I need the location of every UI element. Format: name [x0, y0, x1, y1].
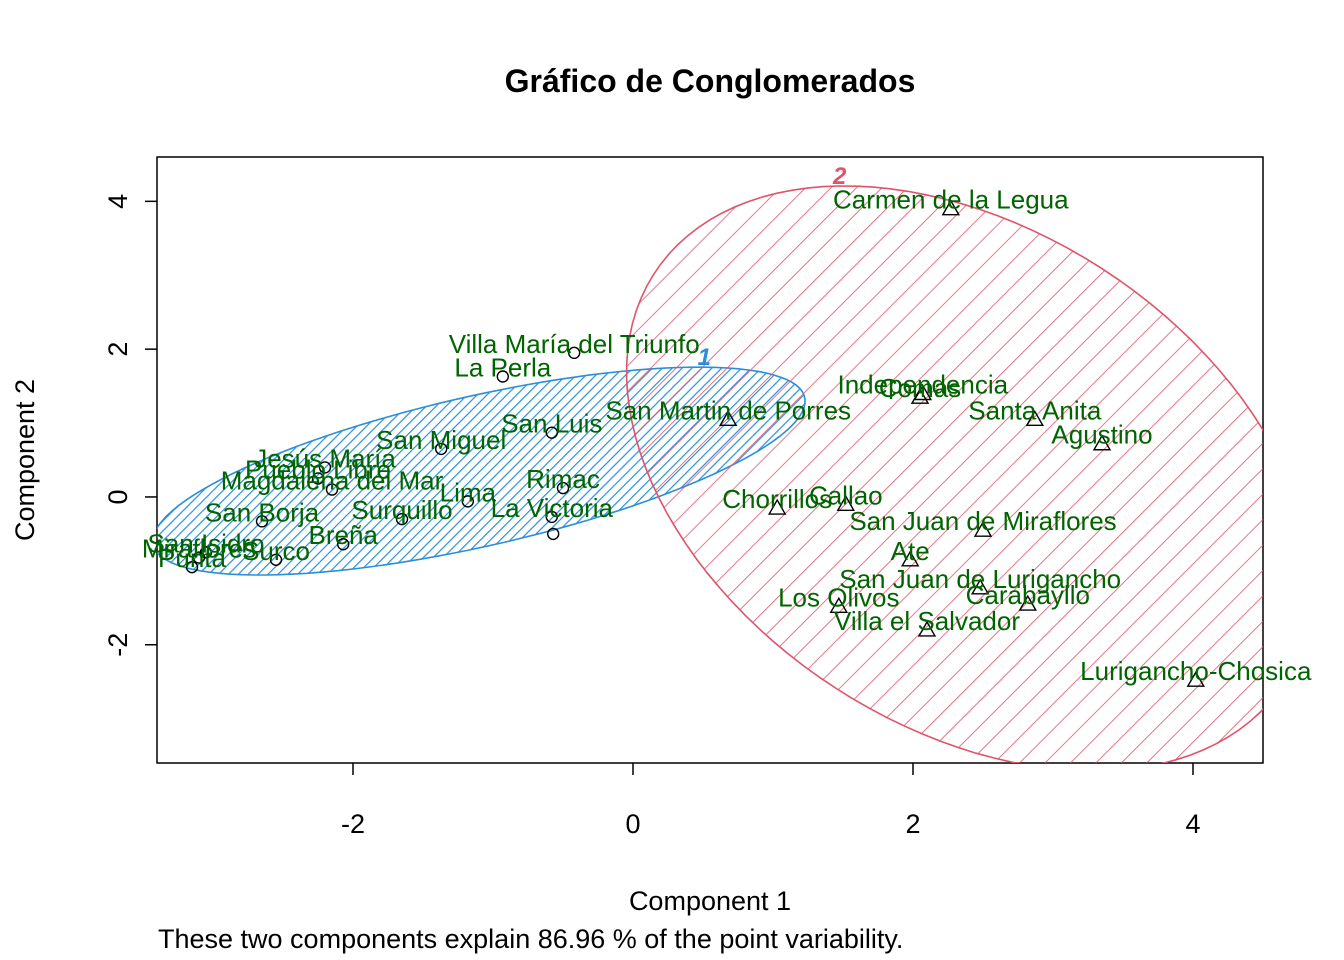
point-label: San Isidro	[147, 528, 264, 558]
data-point	[311, 472, 325, 485]
point-label: Magdalena del Mar	[221, 466, 444, 496]
point-label: San Borja	[205, 497, 320, 527]
point-label: Surco	[242, 536, 310, 566]
data-point	[941, 199, 961, 216]
data-point	[547, 527, 560, 541]
point-label: La Perla	[454, 352, 551, 382]
y-tick-label: 2	[103, 342, 133, 357]
data-point	[395, 512, 409, 526]
y-tick-label: 0	[103, 489, 133, 504]
cluster-label: 2	[832, 163, 847, 190]
data-point	[496, 370, 509, 383]
data-point	[917, 620, 937, 637]
point-label: San Luis	[501, 409, 602, 439]
data-point	[973, 520, 993, 537]
data-point	[767, 498, 787, 515]
x-tick-label: 2	[905, 809, 920, 839]
point-label: San Juan de Miraflores	[849, 506, 1116, 536]
data-point	[556, 481, 570, 495]
data-point	[185, 560, 199, 574]
x-tick-label: 4	[1185, 809, 1200, 839]
point-label: Agustino	[1051, 420, 1152, 450]
point-label: San Miguel	[376, 425, 506, 455]
point-label: Pueblo Libre	[245, 454, 391, 484]
point-label: Villa María del Triunfo	[449, 329, 700, 359]
data-point	[829, 596, 849, 614]
data-point	[545, 426, 558, 439]
point-label: Santa Anita	[968, 395, 1102, 425]
data-point	[325, 483, 339, 496]
x-tick-label: -2	[341, 809, 365, 839]
point-label: Independencia	[837, 369, 1008, 399]
cluster-ellipse	[625, 185, 1263, 763]
y-tick-label: -2	[103, 633, 133, 657]
data-point	[435, 442, 448, 456]
data-point	[545, 510, 558, 524]
data-point	[1018, 594, 1038, 611]
data-point	[1186, 670, 1206, 687]
data-point	[1092, 434, 1112, 451]
point-label: San Juan de Lurigancho	[839, 564, 1121, 594]
point-label: Punta	[158, 543, 226, 573]
point-label: Chorrillos	[722, 484, 832, 514]
points-layer	[185, 199, 1206, 687]
data-point	[199, 546, 213, 559]
data-point	[318, 461, 332, 474]
data-point	[1025, 409, 1045, 427]
point-label: Rimac	[526, 464, 600, 494]
point-label: San Martin de Porres	[605, 395, 851, 425]
point-label: Carmen de la Legua	[833, 185, 1069, 215]
y-tick-label: 4	[103, 194, 133, 209]
data-point	[836, 494, 856, 512]
data-point	[461, 495, 474, 508]
data-point	[269, 553, 283, 566]
point-label: Jesús María	[254, 443, 396, 473]
chart-title: Gráfico de Conglomerados	[505, 63, 916, 99]
y-axis-label: Component 2	[10, 379, 40, 541]
point-label: Surquillo	[351, 495, 452, 525]
point-label: Villa el Salvador	[834, 606, 1020, 636]
point-label: Callao	[809, 480, 883, 510]
point-label: Ate	[891, 536, 930, 566]
data-point	[255, 515, 269, 528]
x-tick-label: 0	[625, 809, 640, 839]
data-point	[718, 409, 738, 427]
data-point	[970, 578, 990, 595]
data-point	[910, 387, 930, 404]
point-label: Miraflores	[142, 534, 256, 564]
cluster-ellipses	[157, 185, 1263, 763]
chart-subtitle: These two components explain 86.96 % of …	[158, 924, 903, 954]
point-label: Comas	[879, 373, 961, 403]
point-label: La Victoria	[491, 493, 614, 523]
data-point	[337, 538, 350, 551]
point-label: Los Olivos	[778, 582, 899, 612]
data-point	[568, 346, 581, 360]
data-point	[900, 550, 920, 567]
axes: -2 0 2 4 -2 0 2 4	[103, 194, 1201, 839]
point-label: Lima	[440, 477, 497, 507]
point-label: Carabayllo	[966, 580, 1090, 610]
point-label: Breña	[309, 520, 379, 550]
point-label: Lurigancho-Chosica	[1080, 656, 1312, 686]
cluster-label: 1	[698, 344, 711, 371]
x-axis-label: Component 1	[629, 886, 791, 916]
